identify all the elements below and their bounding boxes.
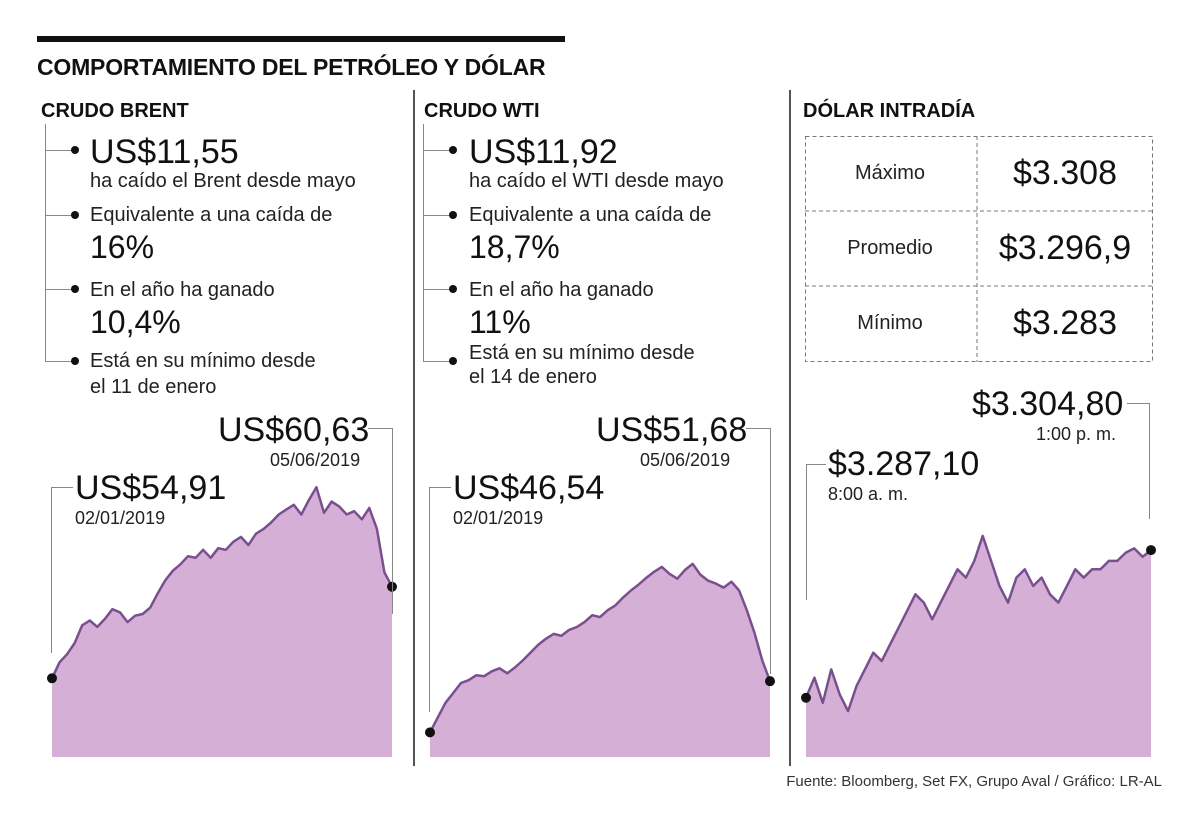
brent-min-line2: el 11 de enero xyxy=(90,376,217,398)
start-point xyxy=(801,692,811,703)
wti-bullet-dot xyxy=(449,211,457,219)
brent-bullet-dot xyxy=(71,211,79,219)
table-value-avg: $3.296,9 xyxy=(998,229,1132,267)
brent-bullet-line xyxy=(45,124,46,362)
start-point xyxy=(47,673,57,684)
dolar-close-leader-h xyxy=(1127,403,1149,404)
brent-fall-text: ha caído el Brent desde mayo xyxy=(90,170,356,192)
wti-year-text: En el año ha ganado xyxy=(469,279,654,301)
brent-end-value: US$60,63 xyxy=(218,411,370,449)
wti-equiv-value: 18,7% xyxy=(469,229,560,265)
brent-tick xyxy=(45,215,75,216)
brent-start-date: 02/01/2019 xyxy=(75,508,166,528)
wti-end-value: US$51,68 xyxy=(596,411,748,449)
series-line xyxy=(50,485,394,679)
brent-end-date: 05/06/2019 xyxy=(270,450,361,470)
table-value-max: $3.308 xyxy=(1013,154,1117,192)
brent-end-leader xyxy=(392,428,393,614)
brent-end-leader-h xyxy=(368,428,392,429)
dolar-open-leader xyxy=(806,464,807,600)
divider-left xyxy=(413,90,415,766)
brent-bullet-dot xyxy=(71,357,79,365)
brent-heading: CRUDO BRENT xyxy=(41,100,189,122)
wti-bullet-dot xyxy=(449,285,457,293)
start-point xyxy=(425,727,435,738)
wti-bullet-dot xyxy=(449,357,457,365)
wti-tick xyxy=(423,289,453,290)
brent-tick xyxy=(45,150,75,151)
brent-year-text: En el año ha ganado xyxy=(90,279,275,301)
wti-bullet-dot xyxy=(449,146,457,154)
divider-right xyxy=(789,90,791,766)
series-area xyxy=(430,563,770,757)
dolar-close-value: $3.304,80 xyxy=(972,385,1124,423)
brent-start-value: US$54,91 xyxy=(75,469,227,507)
dolar-open-value: $3.287,10 xyxy=(828,445,980,483)
wti-end-leader-h xyxy=(746,428,770,429)
brent-start-leader-h xyxy=(51,487,73,488)
wti-start-leader-h xyxy=(429,487,451,488)
series-area xyxy=(52,487,392,757)
dolar-close-leader xyxy=(1149,403,1150,519)
dolar-chart xyxy=(801,534,1156,757)
wti-tick xyxy=(423,361,453,362)
brent-start-leader xyxy=(51,487,52,653)
dolar-close-time: 1:00 p. m. xyxy=(1036,424,1117,444)
table-label-avg: Promedio xyxy=(847,237,933,259)
series-line xyxy=(804,534,1152,713)
wti-equiv-text: Equivalente a una caída de xyxy=(469,204,712,226)
brent-min-line1: Está en su mínimo desde xyxy=(90,350,316,372)
brent-tick xyxy=(45,361,75,362)
dolar-open-leader-h xyxy=(806,464,826,465)
wti-start-value: US$46,54 xyxy=(453,469,605,507)
wti-start-date: 02/01/2019 xyxy=(453,508,544,528)
wti-tick xyxy=(423,215,453,216)
wti-end-date: 05/06/2019 xyxy=(640,450,731,470)
wti-fall-value: US$11,92 xyxy=(469,133,618,171)
wti-chart xyxy=(425,562,775,757)
brent-equiv-value: 16% xyxy=(90,229,155,265)
wti-heading: CRUDO WTI xyxy=(424,100,540,122)
brent-equiv-text: Equivalente a una caída de xyxy=(90,204,333,226)
end-point xyxy=(765,676,775,687)
page-title: COMPORTAMIENTO DEL PETRÓLEO Y DÓLAR xyxy=(37,54,546,80)
wti-min-line1: Está en su mínimo desde xyxy=(469,342,695,364)
table-label-max: Máximo xyxy=(854,162,925,184)
footer-source: Fuente: Bloomberg, Set FX, Grupo Aval / … xyxy=(786,773,1162,790)
wti-fall-text: ha caído el WTI desde mayo xyxy=(469,170,724,192)
dolar-heading: DÓLAR INTRADÍA xyxy=(803,100,976,122)
wti-end-leader xyxy=(770,428,771,674)
series-line xyxy=(428,562,772,733)
wti-tick xyxy=(423,150,453,151)
brent-bullet-dot xyxy=(71,285,79,293)
title-bar xyxy=(37,36,565,42)
brent-bullet-dot xyxy=(71,146,79,154)
brent-year-value: 10,4% xyxy=(90,304,181,340)
dolar-open-time: 8:00 a. m. xyxy=(828,484,909,504)
brent-fall-value: US$11,55 xyxy=(90,133,239,171)
wti-year-value: 11% xyxy=(469,304,531,340)
table-label-min: Mínimo xyxy=(857,312,923,334)
wti-start-leader xyxy=(429,487,430,712)
wti-bullet-line xyxy=(423,124,424,362)
dolar-table-grid xyxy=(805,136,1153,362)
table-value-min: $3.283 xyxy=(1013,304,1117,342)
brent-tick xyxy=(45,289,75,290)
brent-chart xyxy=(47,485,397,757)
end-point xyxy=(1146,545,1156,556)
wti-min-line2: el 14 de enero xyxy=(469,366,597,388)
